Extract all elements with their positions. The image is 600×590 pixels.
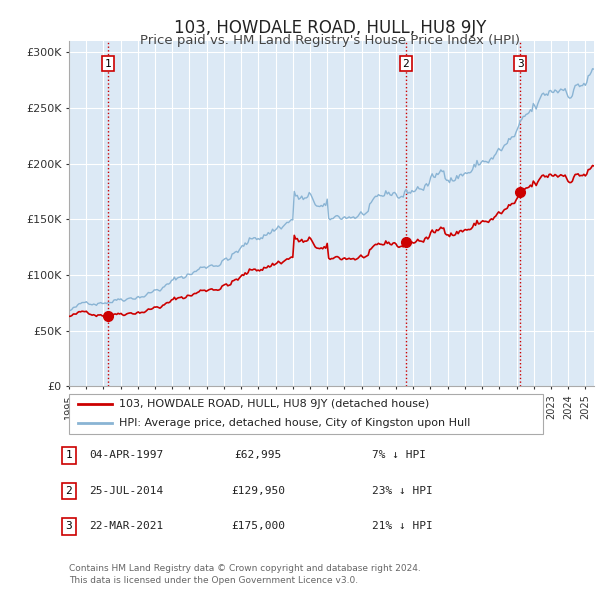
Text: £62,995: £62,995: [235, 451, 281, 460]
Text: 2: 2: [403, 58, 409, 68]
Text: 103, HOWDALE ROAD, HULL, HU8 9JY (detached house): 103, HOWDALE ROAD, HULL, HU8 9JY (detach…: [119, 399, 429, 409]
Text: 23% ↓ HPI: 23% ↓ HPI: [372, 486, 433, 496]
Text: 22-MAR-2021: 22-MAR-2021: [89, 522, 163, 531]
Text: 25-JUL-2014: 25-JUL-2014: [89, 486, 163, 496]
FancyBboxPatch shape: [69, 394, 543, 434]
Text: 1: 1: [65, 451, 73, 460]
Text: £129,950: £129,950: [231, 486, 285, 496]
Text: HPI: Average price, detached house, City of Kingston upon Hull: HPI: Average price, detached house, City…: [119, 418, 470, 428]
Text: 2: 2: [65, 486, 73, 496]
Text: Contains HM Land Registry data © Crown copyright and database right 2024.
This d: Contains HM Land Registry data © Crown c…: [69, 565, 421, 585]
Text: 1: 1: [104, 58, 111, 68]
Text: £175,000: £175,000: [231, 522, 285, 531]
Text: 103, HOWDALE ROAD, HULL, HU8 9JY: 103, HOWDALE ROAD, HULL, HU8 9JY: [174, 19, 486, 37]
Text: 04-APR-1997: 04-APR-1997: [89, 451, 163, 460]
Text: 3: 3: [65, 522, 73, 531]
Text: 7% ↓ HPI: 7% ↓ HPI: [372, 451, 426, 460]
Text: 3: 3: [517, 58, 524, 68]
Text: Price paid vs. HM Land Registry's House Price Index (HPI): Price paid vs. HM Land Registry's House …: [140, 34, 520, 47]
Text: 21% ↓ HPI: 21% ↓ HPI: [372, 522, 433, 531]
